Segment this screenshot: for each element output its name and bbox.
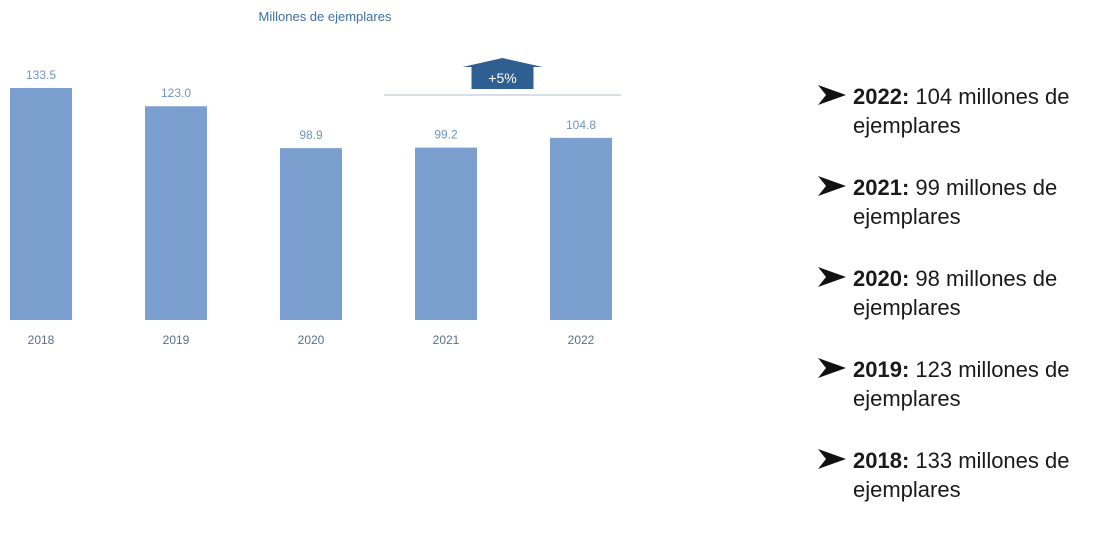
summary-text: 2020: 98 millones de ejemplares (853, 264, 1115, 322)
arrowhead-icon (818, 176, 846, 196)
bar-2021 (415, 147, 477, 320)
growth-label: +5% (488, 70, 516, 86)
summary-list: 2022: 104 millones de ejemplares 2021: 9… (815, 82, 1115, 537)
summary-text: 2021: 99 millones de ejemplares (853, 173, 1115, 231)
arrowhead-icon (818, 358, 846, 378)
value-label-2021: 99.2 (434, 128, 458, 142)
x-tick-2019: 2019 (163, 333, 190, 347)
growth-annotation: +5% (384, 58, 621, 96)
x-tick-2018: 2018 (28, 333, 55, 347)
bar-2019 (145, 106, 207, 320)
summary-text: 2019: 123 millones de ejemplares (853, 355, 1115, 413)
summary-item-2020: 2020: 98 millones de ejemplares (815, 264, 1115, 355)
summary-item-2018: 2018: 133 millones de ejemplares (815, 446, 1115, 537)
summary-text: 2018: 133 millones de ejemplares (853, 446, 1115, 504)
arrowhead-icon (818, 449, 846, 469)
arrowhead-icon (818, 85, 846, 105)
bar-2020 (280, 148, 342, 320)
chart-title: Millones de ejemplares (259, 9, 392, 24)
summary-year: 2020: (853, 266, 910, 291)
bar-chart: Millones de ejemplares +5% 133.5 2018 123.… (10, 9, 621, 347)
arrowhead-icon (818, 267, 846, 287)
value-label-2018: 133.5 (26, 68, 56, 82)
summary-year: 2019: (853, 357, 910, 382)
bars: 133.5 2018 123.0 2019 98.9 2020 99.2 2021 104.8 2… (10, 68, 612, 347)
value-label-2020: 98.9 (299, 128, 323, 142)
bar-2018 (10, 88, 72, 320)
x-tick-2020: 2020 (298, 333, 325, 347)
summary-description: 133 millones de ejemplares (853, 448, 1070, 502)
summary-year: 2021: (853, 175, 910, 200)
summary-text: 2022: 104 millones de ejemplares (853, 82, 1115, 140)
summary-year: 2018: (853, 448, 910, 473)
x-tick-2022: 2022 (568, 333, 595, 347)
summary-description: 104 millones de ejemplares (853, 84, 1070, 138)
summary-description: 99 millones de ejemplares (853, 175, 1058, 229)
summary-item-2022: 2022: 104 millones de ejemplares (815, 82, 1115, 173)
bar-2022 (550, 137, 612, 320)
value-label-2022: 104.8 (566, 118, 596, 132)
value-label-2019: 123.0 (161, 86, 191, 100)
summary-description: 123 millones de ejemplares (853, 357, 1070, 411)
summary-item-2021: 2021: 99 millones de ejemplares (815, 173, 1115, 264)
summary-year: 2022: (853, 84, 910, 109)
x-tick-2021: 2021 (433, 333, 460, 347)
summary-item-2019: 2019: 123 millones de ejemplares (815, 355, 1115, 446)
growth-arrow-shape (462, 58, 543, 89)
summary-description: 98 millones de ejemplares (853, 266, 1058, 320)
